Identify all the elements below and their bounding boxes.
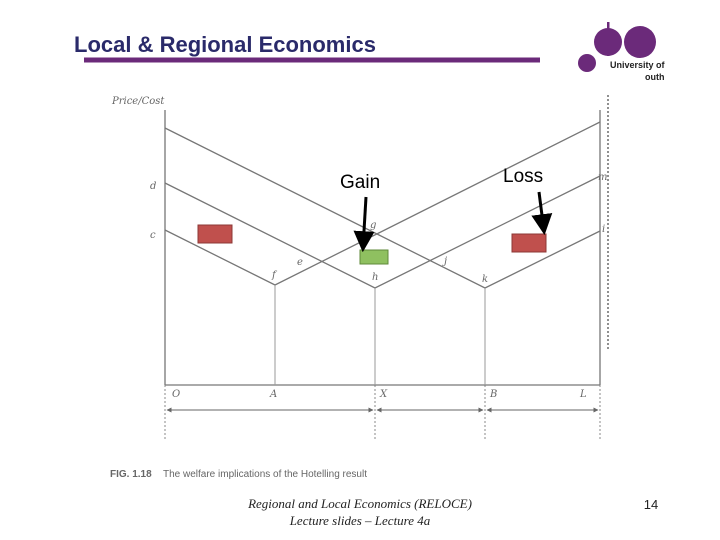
diagram-lines <box>164 110 601 440</box>
point-label: g <box>370 220 376 231</box>
line-label: c <box>150 230 156 241</box>
x-label: L <box>579 389 587 400</box>
loss-arrow <box>531 191 553 236</box>
point-label: f <box>271 270 278 281</box>
line-label: i <box>602 224 605 235</box>
footer-line: Lecture slides – Lecture 4a <box>289 513 431 528</box>
slide-title: Local & Regional Economics <box>74 32 376 57</box>
page-number: 14 <box>644 497 658 512</box>
footer-line: Regional and Local Economics (RELOCE) <box>247 496 472 511</box>
logo: University of outh <box>578 22 666 350</box>
gain-arrow <box>353 196 375 253</box>
axis-label: Price/Cost <box>111 96 165 107</box>
loss-label: Loss <box>503 166 543 187</box>
logo-text: outh <box>645 72 665 82</box>
point-label: k <box>482 274 488 285</box>
point-label: h <box>372 272 378 283</box>
line-label: d <box>150 181 156 192</box>
caption: FIG. 1.18 The welfare implications of th… <box>110 469 367 480</box>
gain-label: Gain <box>340 172 380 193</box>
logo-text: University of <box>610 60 666 70</box>
caption-text: The welfare implications of the Hotellin… <box>163 469 367 480</box>
gain-box <box>359 249 389 265</box>
loss-box <box>511 233 547 253</box>
x-label: B <box>489 389 497 400</box>
point-label: e <box>297 257 303 268</box>
x-label: O <box>172 389 180 400</box>
line-label: m <box>598 172 607 183</box>
x-label: X <box>379 389 388 400</box>
x-label: A <box>269 389 277 400</box>
loss-box <box>197 224 233 244</box>
point-label: j <box>442 256 447 267</box>
caption-number: FIG. 1.18 <box>110 469 152 480</box>
